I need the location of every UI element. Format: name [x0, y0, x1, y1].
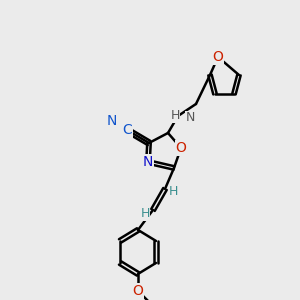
Text: H: H [168, 185, 178, 199]
Text: C: C [122, 123, 132, 137]
Text: H: H [140, 208, 150, 220]
Text: N: N [186, 112, 195, 124]
Text: O: O [133, 284, 143, 298]
Text: O: O [212, 50, 224, 64]
Text: N: N [107, 114, 117, 128]
Text: O: O [176, 141, 186, 155]
Text: N: N [143, 155, 153, 169]
Text: H: H [170, 110, 180, 122]
